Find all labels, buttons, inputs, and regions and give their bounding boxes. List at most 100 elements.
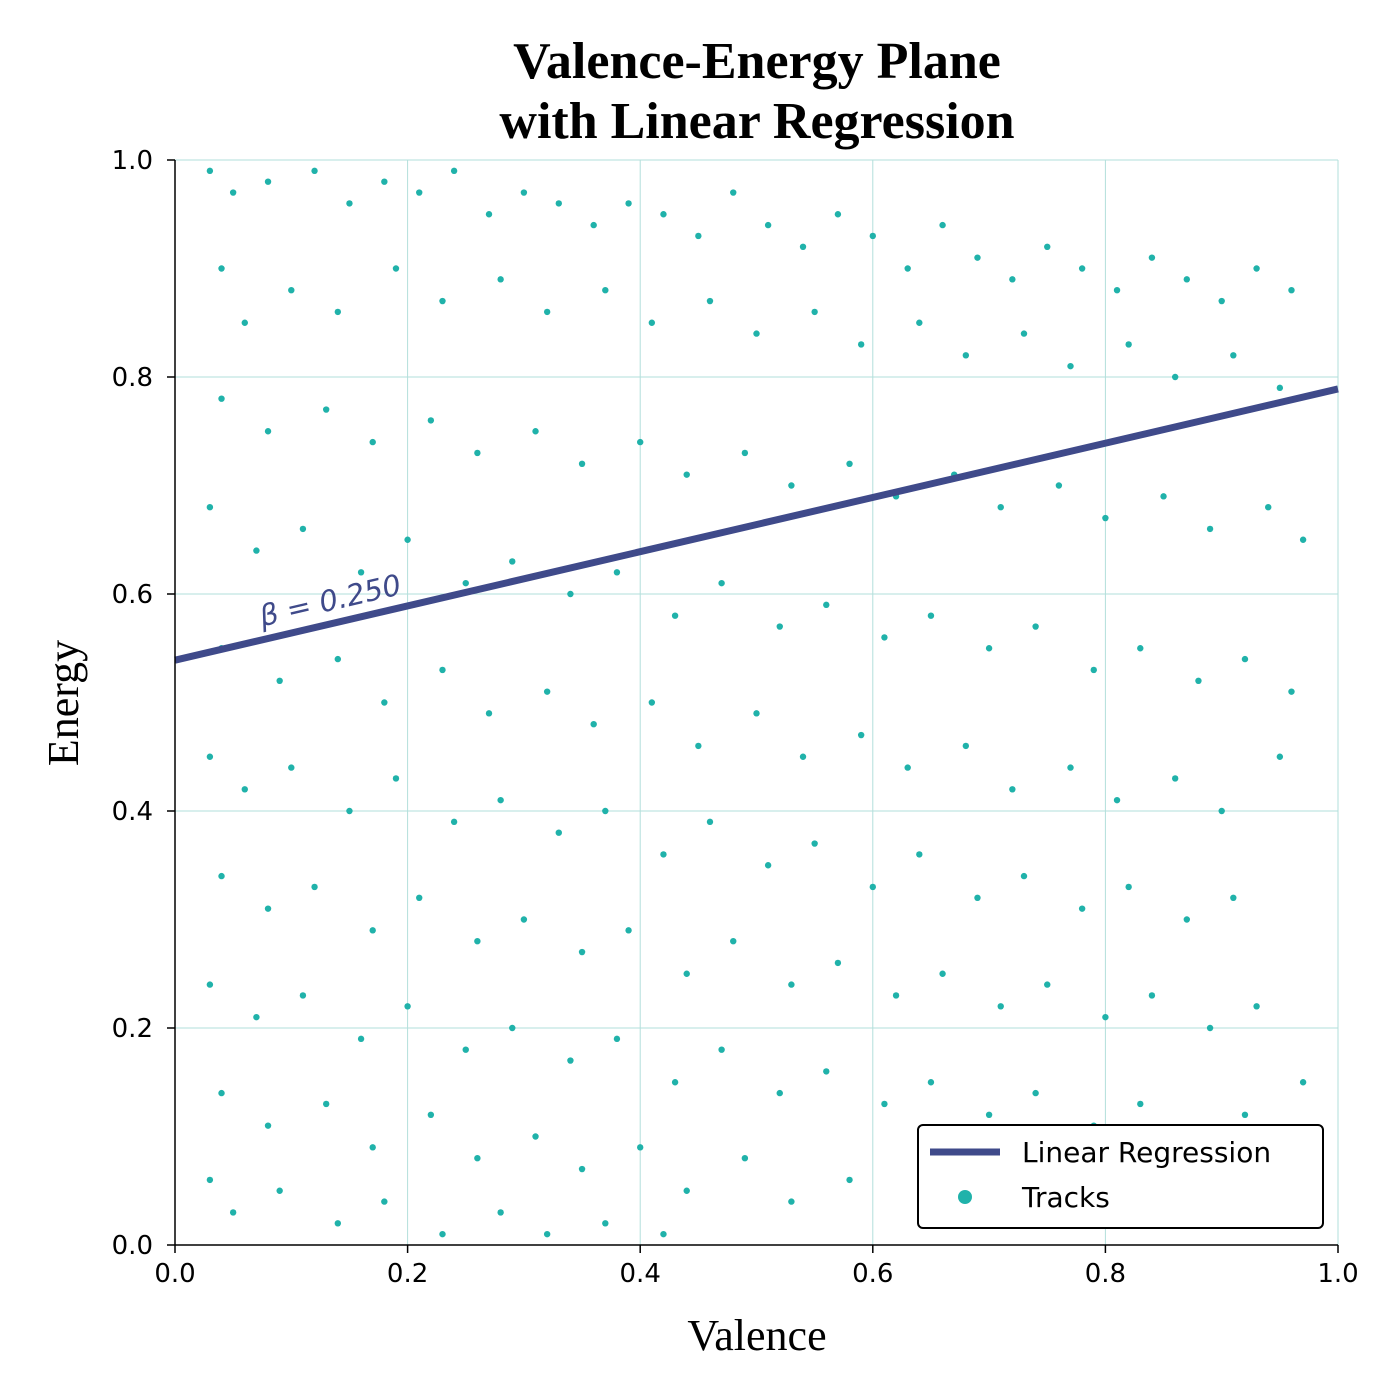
scatter-point [1195,677,1202,684]
scatter-point [788,482,795,489]
scatter-point [1160,493,1167,500]
scatter-point [1253,265,1260,272]
scatter-point [671,612,679,619]
scatter-point [1009,276,1016,283]
scatter-point [253,547,260,554]
grid-lines [174,159,1339,1246]
scatter-point [381,178,388,185]
scatter-point [823,1068,830,1075]
scatter-point [1020,872,1028,880]
scatter-point [683,471,690,478]
scatter-point [1288,688,1295,695]
scatter-point [416,189,423,196]
scatter-point [869,883,876,891]
scatter-point [543,688,551,695]
scatter-point [1078,905,1086,912]
scatter-point [439,297,446,305]
scatter-point [218,1089,225,1097]
scatter-point [602,287,609,294]
scatter-point [427,417,435,424]
scatter-point [1230,352,1237,359]
scatter-point [916,851,923,858]
scatter-point [555,200,562,207]
scatter-point [811,308,818,316]
scatter-point [997,504,1004,511]
scatter-point [567,590,574,598]
scatter-point [1171,775,1179,782]
scatter-point [369,438,376,446]
scatter-point [1067,362,1074,370]
scatter-point [753,330,760,337]
scatter-point [462,579,469,587]
scatter-point [392,265,400,272]
scatter-point [1183,916,1191,923]
scatter-point [834,211,842,218]
scatter-point [532,1133,539,1140]
scatter-point [357,569,365,576]
scatter-point [381,699,388,706]
scatter-point [776,1089,783,1097]
scatter-point [497,1209,504,1216]
scatter-point [474,449,481,457]
scatter-point [1032,1089,1039,1097]
scatter-point [695,232,702,240]
scatter-point [346,200,353,207]
scatter-point [776,623,783,630]
scatter-point [1044,243,1051,250]
scatter-point [206,167,214,175]
scatter-point [741,449,749,457]
regression-line [174,385,1339,664]
scatter-point [718,579,725,587]
scatter-point [985,1111,993,1119]
scatter-point [1125,341,1132,348]
scatter-point [427,1111,435,1119]
scatter-point [450,818,458,826]
scatter-point [1009,786,1016,793]
tick-labels: 0.0 0.2 0.4 0.6 0.8 1.0 0.0 0.2 0.4 0.6 0.8 1.0 [112,146,1359,1289]
scatter-point [625,200,632,207]
scatter-point [206,504,214,511]
scatter-point [1171,373,1179,381]
scatter-point [218,265,225,272]
y-tick-label: 0.4 [112,797,153,827]
scatter-point [1148,992,1156,999]
scatter-point [1276,384,1284,392]
scatter-point [1288,287,1295,294]
scatter-point [753,710,760,717]
scatter-point [764,221,772,229]
scatter-point [369,927,376,934]
scatter-point [1206,1024,1214,1032]
scatter-point [857,341,865,348]
scatter-point [683,970,690,977]
scatter-point [404,1003,411,1010]
scatter-point [613,569,621,576]
scatter-point [334,1220,342,1227]
scatter-point [229,1209,237,1216]
scatter-point [1137,1100,1144,1108]
scatter-point [869,232,876,240]
scatter-point [834,959,842,967]
x-tick-label: 0.0 [154,1259,195,1289]
scatter-point [823,601,830,609]
scatter-point [1206,525,1214,533]
scatter-point [1044,981,1051,988]
y-axis-label: Energy [39,640,88,766]
y-tick-label: 0.6 [112,580,153,610]
scatter-point [322,406,330,413]
scatter-point [1299,536,1307,543]
scatter-point [811,840,818,847]
scatter-point [1113,796,1121,804]
scatter-point [288,764,295,771]
scatter-point [578,1165,586,1173]
scatter-point [1078,265,1086,272]
scatter-point [648,699,656,706]
x-tick-label: 0.2 [387,1259,428,1289]
scatter-point [520,189,528,196]
scatter-point [857,731,865,739]
scatter-point [1241,655,1249,663]
scatter-point [671,1079,679,1086]
scatter-point [1241,1111,1249,1119]
scatter-point [1020,330,1028,337]
scatter-point [927,612,935,619]
